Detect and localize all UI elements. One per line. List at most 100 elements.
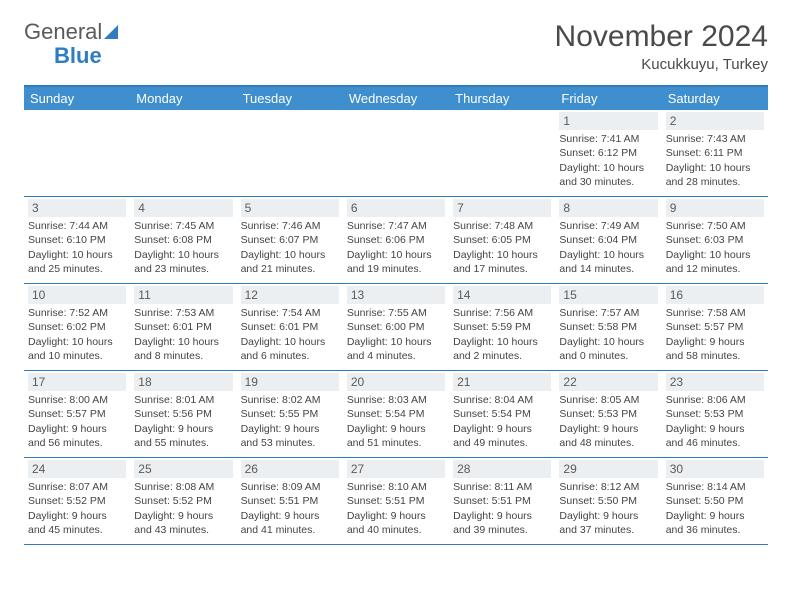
sunset: Sunset: 5:57 PM xyxy=(666,320,764,334)
calendar-week: 3Sunrise: 7:44 AMSunset: 6:10 PMDaylight… xyxy=(24,197,768,284)
day-info: Sunrise: 7:46 AMSunset: 6:07 PMDaylight:… xyxy=(241,219,339,276)
sunrise: Sunrise: 7:49 AM xyxy=(559,219,657,233)
calendar-day: 18Sunrise: 8:01 AMSunset: 5:56 PMDayligh… xyxy=(130,371,236,457)
daylight: Daylight: 10 hours and 8 minutes. xyxy=(134,335,232,363)
day-number: 11 xyxy=(134,286,232,304)
daylight: Daylight: 10 hours and 25 minutes. xyxy=(28,248,126,276)
day-info: Sunrise: 8:05 AMSunset: 5:53 PMDaylight:… xyxy=(559,393,657,450)
calendar-day: 16Sunrise: 7:58 AMSunset: 5:57 PMDayligh… xyxy=(662,284,768,370)
sunset: Sunset: 5:57 PM xyxy=(28,407,126,421)
day-number: 12 xyxy=(241,286,339,304)
sunrise: Sunrise: 8:07 AM xyxy=(28,480,126,494)
daylight: Daylight: 10 hours and 12 minutes. xyxy=(666,248,764,276)
sunrise: Sunrise: 7:46 AM xyxy=(241,219,339,233)
sunrise: Sunrise: 8:05 AM xyxy=(559,393,657,407)
day-number: 16 xyxy=(666,286,764,304)
logo-word2: Blue xyxy=(24,44,118,68)
day-info: Sunrise: 8:06 AMSunset: 5:53 PMDaylight:… xyxy=(666,393,764,450)
sunset: Sunset: 6:01 PM xyxy=(134,320,232,334)
calendar-day: 13Sunrise: 7:55 AMSunset: 6:00 PMDayligh… xyxy=(343,284,449,370)
daylight: Daylight: 10 hours and 21 minutes. xyxy=(241,248,339,276)
sunset: Sunset: 6:04 PM xyxy=(559,233,657,247)
weekday-label: Friday xyxy=(555,87,661,110)
calendar-day: 22 Sunrise: 8:05 AMSunset: 5:53 PMDayligh… xyxy=(555,371,661,457)
calendar-day: 21Sunrise: 8:04 AMSunset: 5:54 PMDayligh… xyxy=(449,371,555,457)
day-number: 24 xyxy=(28,460,126,478)
day-number: 9 xyxy=(666,199,764,217)
weekday-label: Monday xyxy=(130,87,236,110)
sunrise: Sunrise: 8:08 AM xyxy=(134,480,232,494)
sunrise: Sunrise: 7:57 AM xyxy=(559,306,657,320)
day-number: 22 xyxy=(559,373,657,391)
calendar-day: 15Sunrise: 7:57 AMSunset: 5:58 PMDayligh… xyxy=(555,284,661,370)
logo-triangle-icon xyxy=(104,25,118,39)
calendar-week: 1Sunrise: 7:41 AMSunset: 6:12 PMDaylight… xyxy=(24,110,768,197)
daylight: Daylight: 10 hours and 10 minutes. xyxy=(28,335,126,363)
daylight: Daylight: 10 hours and 2 minutes. xyxy=(453,335,551,363)
calendar-day: 7Sunrise: 7:48 AMSunset: 6:05 PMDaylight… xyxy=(449,197,555,283)
day-info: Sunrise: 8:08 AMSunset: 5:52 PMDaylight:… xyxy=(134,480,232,537)
sunrise: Sunrise: 7:44 AM xyxy=(28,219,126,233)
day-info: Sunrise: 8:03 AMSunset: 5:54 PMDaylight:… xyxy=(347,393,445,450)
sunrise: Sunrise: 8:14 AM xyxy=(666,480,764,494)
calendar-day: 2Sunrise: 7:43 AMSunset: 6:11 PMDaylight… xyxy=(662,110,768,196)
title-block: November 2024 Kucukkuyu, Turkey xyxy=(555,20,768,73)
sunset: Sunset: 5:59 PM xyxy=(453,320,551,334)
day-number: 4 xyxy=(134,199,232,217)
calendar-day xyxy=(449,110,555,196)
day-info: Sunrise: 8:12 AMSunset: 5:50 PMDaylight:… xyxy=(559,480,657,537)
logo-word1: General xyxy=(24,20,102,44)
day-number: 18 xyxy=(134,373,232,391)
daylight: Daylight: 9 hours and 49 minutes. xyxy=(453,422,551,450)
sunset: Sunset: 6:05 PM xyxy=(453,233,551,247)
day-number: 2 xyxy=(666,112,764,130)
daylight: Daylight: 10 hours and 0 minutes. xyxy=(559,335,657,363)
weekday-label: Thursday xyxy=(449,87,555,110)
day-info: Sunrise: 8:14 AMSunset: 5:50 PMDaylight:… xyxy=(666,480,764,537)
calendar-day: 11Sunrise: 7:53 AMSunset: 6:01 PMDayligh… xyxy=(130,284,236,370)
calendar-week: 24Sunrise: 8:07 AMSunset: 5:52 PMDayligh… xyxy=(24,458,768,545)
sunset: Sunset: 5:51 PM xyxy=(453,494,551,508)
month-title: November 2024 xyxy=(555,20,768,54)
day-number: 27 xyxy=(347,460,445,478)
weekday-header: SundayMondayTuesdayWednesdayThursdayFrid… xyxy=(24,87,768,110)
sunrise: Sunrise: 7:48 AM xyxy=(453,219,551,233)
day-number: 6 xyxy=(347,199,445,217)
weekday-label: Sunday xyxy=(24,87,130,110)
daylight: Daylight: 9 hours and 56 minutes. xyxy=(28,422,126,450)
day-number: 28 xyxy=(453,460,551,478)
day-number: 1 xyxy=(559,112,657,130)
sunset: Sunset: 6:00 PM xyxy=(347,320,445,334)
calendar-day: 19Sunrise: 8:02 AMSunset: 5:55 PMDayligh… xyxy=(237,371,343,457)
calendar-day: 20Sunrise: 8:03 AMSunset: 5:54 PMDayligh… xyxy=(343,371,449,457)
sunrise: Sunrise: 8:09 AM xyxy=(241,480,339,494)
calendar-day: 3Sunrise: 7:44 AMSunset: 6:10 PMDaylight… xyxy=(24,197,130,283)
daylight: Daylight: 9 hours and 53 minutes. xyxy=(241,422,339,450)
day-info: Sunrise: 7:57 AMSunset: 5:58 PMDaylight:… xyxy=(559,306,657,363)
sunrise: Sunrise: 8:12 AM xyxy=(559,480,657,494)
daylight: Daylight: 10 hours and 6 minutes. xyxy=(241,335,339,363)
daylight: Daylight: 10 hours and 4 minutes. xyxy=(347,335,445,363)
sunset: Sunset: 5:52 PM xyxy=(28,494,126,508)
sunrise: Sunrise: 7:50 AM xyxy=(666,219,764,233)
day-info: Sunrise: 8:00 AMSunset: 5:57 PMDaylight:… xyxy=(28,393,126,450)
day-info: Sunrise: 8:09 AMSunset: 5:51 PMDaylight:… xyxy=(241,480,339,537)
day-info: Sunrise: 8:11 AMSunset: 5:51 PMDaylight:… xyxy=(453,480,551,537)
daylight: Daylight: 9 hours and 46 minutes. xyxy=(666,422,764,450)
sunset: Sunset: 6:01 PM xyxy=(241,320,339,334)
header: General Blue November 2024 Kucukkuyu, Tu… xyxy=(24,20,768,73)
sunrise: Sunrise: 8:03 AM xyxy=(347,393,445,407)
day-number: 7 xyxy=(453,199,551,217)
weekday-label: Saturday xyxy=(662,87,768,110)
day-number: 30 xyxy=(666,460,764,478)
calendar-day: 12 Sunrise: 7:54 AMSunset: 6:01 PMDayligh… xyxy=(237,284,343,370)
day-number: 19 xyxy=(241,373,339,391)
day-info: Sunrise: 7:54 AMSunset: 6:01 PMDaylight:… xyxy=(241,306,339,363)
day-info: Sunrise: 7:56 AMSunset: 5:59 PMDaylight:… xyxy=(453,306,551,363)
sunset: Sunset: 5:56 PM xyxy=(134,407,232,421)
calendar-day: 17Sunrise: 8:00 AMSunset: 5:57 PMDayligh… xyxy=(24,371,130,457)
calendar: SundayMondayTuesdayWednesdayThursdayFrid… xyxy=(24,85,768,545)
daylight: Daylight: 10 hours and 30 minutes. xyxy=(559,161,657,189)
calendar-day: 6Sunrise: 7:47 AMSunset: 6:06 PMDaylight… xyxy=(343,197,449,283)
day-number: 25 xyxy=(134,460,232,478)
